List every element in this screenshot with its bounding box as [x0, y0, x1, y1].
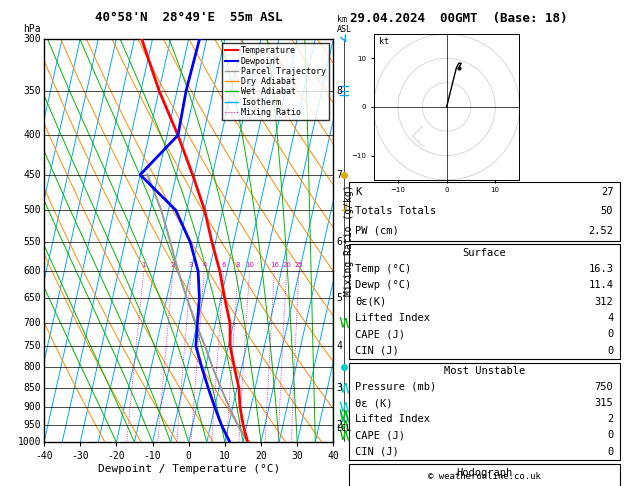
Text: 3: 3	[337, 383, 342, 393]
Text: Temp (°C): Temp (°C)	[355, 264, 411, 274]
Text: θε (K): θε (K)	[355, 398, 393, 408]
Text: K: K	[355, 187, 362, 197]
Text: 11.4: 11.4	[588, 280, 613, 290]
Text: Pressure (mb): Pressure (mb)	[355, 382, 437, 392]
Text: 550: 550	[23, 237, 41, 247]
Text: 6: 6	[337, 237, 342, 247]
Text: 400: 400	[23, 130, 41, 140]
Text: 500: 500	[23, 205, 41, 215]
Text: 0: 0	[607, 329, 613, 339]
Text: 2: 2	[607, 414, 613, 424]
Text: 25: 25	[294, 262, 303, 268]
Text: 450: 450	[23, 170, 41, 180]
Text: LCL: LCL	[337, 424, 352, 433]
Text: hPa: hPa	[23, 24, 41, 34]
Text: 50: 50	[601, 207, 613, 216]
Text: 315: 315	[594, 398, 613, 408]
Text: 700: 700	[23, 318, 41, 328]
Text: © weatheronline.co.uk: © weatheronline.co.uk	[428, 472, 541, 481]
Text: 10: 10	[245, 262, 254, 268]
Text: 20: 20	[282, 262, 291, 268]
Text: 8: 8	[236, 262, 240, 268]
Text: Lifted Index: Lifted Index	[355, 313, 430, 323]
X-axis label: Dewpoint / Temperature (°C): Dewpoint / Temperature (°C)	[97, 464, 280, 474]
Text: 0: 0	[607, 447, 613, 457]
Text: 0: 0	[607, 431, 613, 440]
Text: 2: 2	[171, 262, 175, 268]
Text: θε(K): θε(K)	[355, 296, 387, 307]
Text: 3: 3	[189, 262, 193, 268]
Text: 40°58'N  28°49'E  55m ASL: 40°58'N 28°49'E 55m ASL	[95, 11, 282, 24]
Text: 650: 650	[23, 293, 41, 303]
Text: CIN (J): CIN (J)	[355, 346, 399, 356]
Legend: Temperature, Dewpoint, Parcel Trajectory, Dry Adiabat, Wet Adiabat, Isotherm, Mi: Temperature, Dewpoint, Parcel Trajectory…	[221, 43, 329, 120]
Text: 350: 350	[23, 86, 41, 96]
Text: PW (cm): PW (cm)	[355, 226, 399, 236]
Text: 800: 800	[23, 363, 41, 372]
Text: 1000: 1000	[18, 437, 41, 447]
Text: CAPE (J): CAPE (J)	[355, 329, 405, 339]
Text: Hodograph: Hodograph	[456, 468, 513, 478]
Text: Dewp (°C): Dewp (°C)	[355, 280, 411, 290]
Text: CAPE (J): CAPE (J)	[355, 431, 405, 440]
Text: kt: kt	[379, 37, 389, 46]
Text: 27: 27	[601, 187, 613, 197]
Text: 312: 312	[594, 296, 613, 307]
Text: Lifted Index: Lifted Index	[355, 414, 430, 424]
Text: 6: 6	[221, 262, 226, 268]
Text: CIN (J): CIN (J)	[355, 447, 399, 457]
Text: 8: 8	[337, 86, 342, 96]
Text: 750: 750	[23, 341, 41, 351]
Text: Surface: Surface	[462, 247, 506, 258]
Text: 7: 7	[337, 170, 342, 180]
Text: 4: 4	[337, 341, 342, 351]
Text: 900: 900	[23, 402, 41, 412]
Text: Mixing Ratio (g/kg): Mixing Ratio (g/kg)	[344, 185, 354, 296]
Text: Most Unstable: Most Unstable	[443, 365, 525, 376]
Text: 2: 2	[337, 420, 342, 430]
Text: 750: 750	[594, 382, 613, 392]
Text: 1: 1	[142, 262, 146, 268]
Text: 850: 850	[23, 383, 41, 393]
Text: 2.52: 2.52	[588, 226, 613, 236]
Text: 16: 16	[270, 262, 279, 268]
Text: 600: 600	[23, 266, 41, 276]
Text: 16.3: 16.3	[588, 264, 613, 274]
Text: km
ASL: km ASL	[337, 15, 352, 34]
Text: 0: 0	[607, 346, 613, 356]
Text: 300: 300	[23, 34, 41, 44]
Text: 4: 4	[203, 262, 206, 268]
Text: 4: 4	[607, 313, 613, 323]
Text: 29.04.2024  00GMT  (Base: 18): 29.04.2024 00GMT (Base: 18)	[350, 12, 568, 25]
Text: 950: 950	[23, 420, 41, 430]
Text: 5: 5	[337, 293, 342, 303]
Text: Totals Totals: Totals Totals	[355, 207, 437, 216]
